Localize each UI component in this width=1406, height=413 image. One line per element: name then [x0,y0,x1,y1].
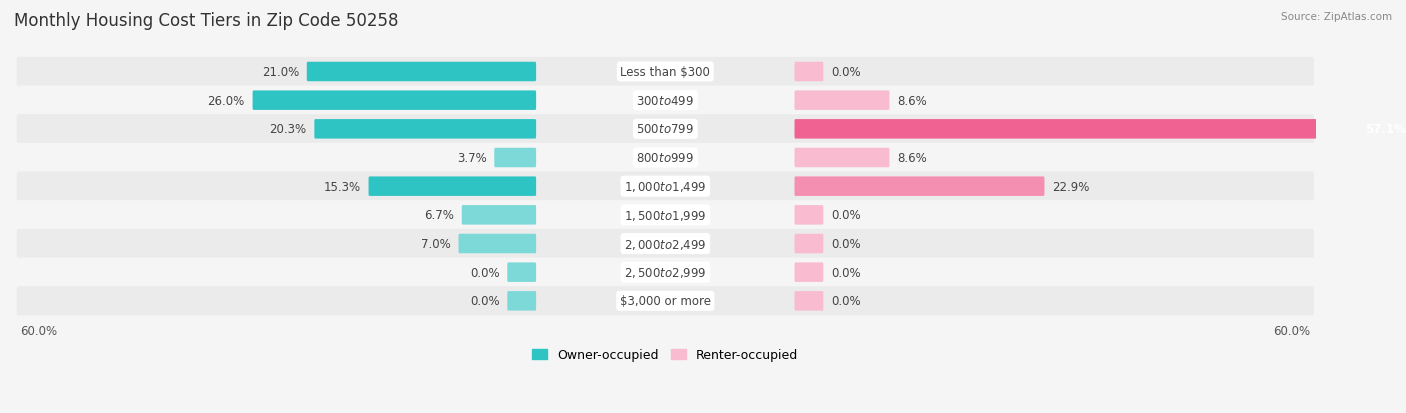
Text: 8.6%: 8.6% [897,95,927,107]
FancyBboxPatch shape [794,63,824,82]
FancyBboxPatch shape [17,287,1315,316]
Text: 60.0%: 60.0% [1272,325,1310,337]
FancyBboxPatch shape [253,91,536,111]
Text: Source: ZipAtlas.com: Source: ZipAtlas.com [1281,12,1392,22]
FancyBboxPatch shape [508,263,536,282]
Text: 26.0%: 26.0% [208,95,245,107]
FancyBboxPatch shape [794,292,824,311]
FancyBboxPatch shape [315,120,536,139]
Text: $2,500 to $2,999: $2,500 to $2,999 [624,266,707,280]
Text: 8.6%: 8.6% [897,152,927,165]
Text: $3,000 or more: $3,000 or more [620,294,711,308]
Text: 0.0%: 0.0% [470,294,499,308]
Text: 0.0%: 0.0% [831,266,860,279]
Text: 20.3%: 20.3% [270,123,307,136]
FancyBboxPatch shape [794,148,890,168]
FancyBboxPatch shape [17,115,1315,144]
FancyBboxPatch shape [794,234,824,254]
Text: 3.7%: 3.7% [457,152,486,165]
Text: $2,000 to $2,499: $2,000 to $2,499 [624,237,707,251]
FancyBboxPatch shape [17,172,1315,201]
Text: 0.0%: 0.0% [831,209,860,222]
FancyBboxPatch shape [17,86,1315,116]
FancyBboxPatch shape [495,148,536,168]
Text: 15.3%: 15.3% [323,180,361,193]
FancyBboxPatch shape [508,292,536,311]
FancyBboxPatch shape [794,91,890,111]
FancyBboxPatch shape [307,63,536,82]
FancyBboxPatch shape [17,229,1315,259]
FancyBboxPatch shape [17,144,1315,173]
Text: $500 to $799: $500 to $799 [637,123,695,136]
FancyBboxPatch shape [17,58,1315,87]
Text: 0.0%: 0.0% [831,237,860,250]
Text: $1,500 to $1,999: $1,500 to $1,999 [624,208,707,222]
Text: 7.0%: 7.0% [420,237,451,250]
FancyBboxPatch shape [461,206,536,225]
Text: $300 to $499: $300 to $499 [637,95,695,107]
Text: 0.0%: 0.0% [831,66,860,79]
Text: $800 to $999: $800 to $999 [637,152,695,165]
Text: 60.0%: 60.0% [21,325,58,337]
FancyBboxPatch shape [17,258,1315,287]
Text: 0.0%: 0.0% [831,294,860,308]
FancyBboxPatch shape [458,234,536,254]
FancyBboxPatch shape [794,120,1406,139]
Text: 21.0%: 21.0% [262,66,299,79]
FancyBboxPatch shape [794,263,824,282]
Text: 0.0%: 0.0% [470,266,499,279]
Text: 57.1%: 57.1% [1365,123,1406,136]
Text: Less than $300: Less than $300 [620,66,710,79]
Text: $1,000 to $1,499: $1,000 to $1,499 [624,180,707,194]
Text: Monthly Housing Cost Tiers in Zip Code 50258: Monthly Housing Cost Tiers in Zip Code 5… [14,12,398,30]
Text: 6.7%: 6.7% [425,209,454,222]
FancyBboxPatch shape [794,177,1045,197]
FancyBboxPatch shape [794,206,824,225]
FancyBboxPatch shape [368,177,536,197]
Legend: Owner-occupied, Renter-occupied: Owner-occupied, Renter-occupied [527,344,803,366]
FancyBboxPatch shape [17,201,1315,230]
Text: 22.9%: 22.9% [1052,180,1090,193]
